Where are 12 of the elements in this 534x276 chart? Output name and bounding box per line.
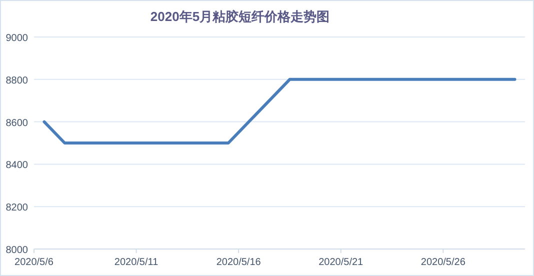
y-tick-label: 8200 bbox=[6, 202, 28, 214]
chart-title: 2020年5月粘胶短纤价格走势图 bbox=[150, 9, 330, 24]
y-tick-label: 8800 bbox=[6, 75, 28, 86]
y-tick-label: 8400 bbox=[6, 160, 28, 172]
x-tick-label: 2020/5/11 bbox=[114, 257, 159, 268]
y-tick-label: 8600 bbox=[6, 118, 28, 129]
y-tick-label: 8000 bbox=[6, 245, 28, 256]
x-tick-label: 2020/5/21 bbox=[318, 257, 364, 268]
y-tick-label: 9000 bbox=[6, 33, 28, 44]
x-tick-label: 2020/5/16 bbox=[216, 257, 262, 268]
x-tick-label: 2020/5/26 bbox=[420, 257, 466, 268]
x-tick-label: 2020/5/6 bbox=[14, 257, 54, 268]
